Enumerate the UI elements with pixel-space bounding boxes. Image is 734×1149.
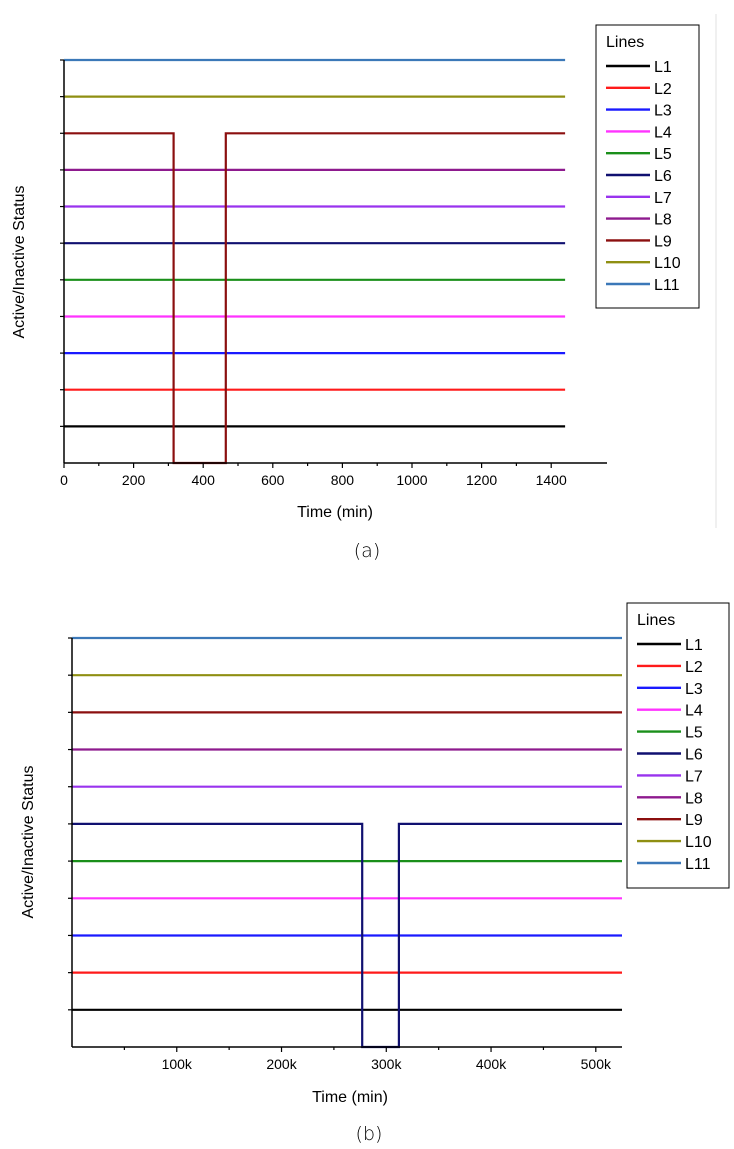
legend-label-l9: L9 bbox=[685, 812, 703, 829]
x-tick-label: 200k bbox=[266, 1056, 297, 1072]
legend-label-l6: L6 bbox=[654, 168, 672, 185]
legend-b: Lines L1 L2 L3 L4 L5 L6 L7 L8 L9 L10 L11 bbox=[626, 602, 730, 889]
x-tick-label: 400k bbox=[476, 1056, 507, 1072]
legend-label-l5: L5 bbox=[654, 146, 672, 163]
legend-label-l2: L2 bbox=[685, 659, 703, 676]
x-axis-title-b: Time (min) bbox=[312, 1089, 388, 1106]
y-axis-title-b: Active/Inactive Status bbox=[20, 766, 37, 919]
legend-label-l7: L7 bbox=[685, 768, 703, 785]
legend-a: Lines L1 L2 L3 L4 L5 L6 L7 L8 L9 L10 L11 bbox=[595, 24, 700, 309]
chart-b: 100k 200k 300k 400k 500k Time (min) Active/I… bbox=[20, 602, 730, 1145]
legend-label-l10: L10 bbox=[654, 255, 681, 272]
legend-label-l6: L6 bbox=[685, 747, 703, 764]
x-tick-label: 100k bbox=[162, 1056, 193, 1072]
legend-label-l8: L8 bbox=[685, 790, 703, 807]
chart-a: 0 200 400 600 800 1000 1200 1400 Time (min) Act… bbox=[11, 14, 717, 562]
legend-label-l10: L10 bbox=[685, 834, 712, 851]
legend-label-l3: L3 bbox=[654, 103, 672, 120]
x-axis-title-a: Time (min) bbox=[297, 504, 373, 521]
legend-label-l9: L9 bbox=[654, 233, 672, 250]
x-tick-label: 800 bbox=[331, 472, 355, 488]
caption-a: (a) bbox=[354, 540, 380, 562]
x-tick-label: 1400 bbox=[536, 472, 567, 488]
x-tick-label: 1200 bbox=[466, 472, 497, 488]
legend-label-l2: L2 bbox=[654, 81, 672, 98]
legend-label-l1: L1 bbox=[685, 637, 703, 654]
legend-label-l5: L5 bbox=[685, 725, 703, 742]
legend-label-l4: L4 bbox=[654, 124, 672, 141]
legend-label-l4: L4 bbox=[685, 703, 703, 720]
legend-box-a bbox=[595, 24, 700, 309]
x-tick-label: 1000 bbox=[396, 472, 427, 488]
legend-box-b bbox=[626, 602, 730, 889]
legend-title-a: Lines bbox=[606, 34, 644, 51]
legend-label-l11: L11 bbox=[654, 277, 680, 294]
caption-b: (b) bbox=[356, 1123, 383, 1145]
x-tick-label: 500k bbox=[581, 1056, 612, 1072]
legend-label-l7: L7 bbox=[654, 190, 672, 207]
x-tick-label: 400 bbox=[192, 472, 216, 488]
series-line-l9 bbox=[64, 132, 566, 465]
x-tick-label: 300k bbox=[371, 1056, 402, 1072]
legend-label-l11: L11 bbox=[685, 856, 711, 873]
legend-label-l1: L1 bbox=[654, 59, 672, 76]
y-axis-title-a: Active/Inactive Status bbox=[11, 186, 28, 339]
legend-title-b: Lines bbox=[637, 612, 675, 629]
legend-label-l8: L8 bbox=[654, 212, 672, 229]
x-tick-label: 600 bbox=[261, 472, 285, 488]
x-tick-label: 0 bbox=[60, 472, 68, 488]
x-tick-label: 200 bbox=[122, 472, 146, 488]
legend-label-l3: L3 bbox=[685, 681, 703, 698]
